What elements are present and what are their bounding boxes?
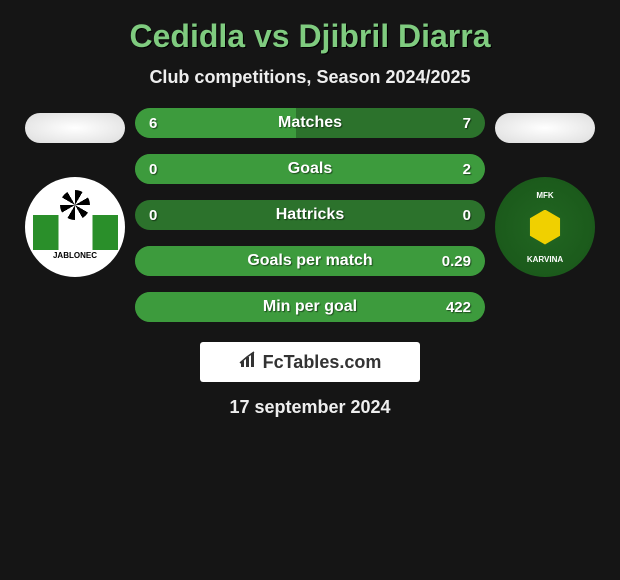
stat-bar: Goals per match0.29: [135, 246, 485, 276]
stat-right-value: 422: [446, 299, 471, 316]
stat-bar: Min per goal422: [135, 292, 485, 322]
left-column: JABLONEC: [25, 108, 125, 277]
stat-label: Matches: [135, 114, 485, 132]
chart-icon: [239, 351, 259, 374]
stat-right-value: 2: [463, 161, 471, 178]
club-logo-right: MFK KARVINA: [495, 177, 595, 277]
stats-column: 6Matches70Goals20Hattricks0Goals per mat…: [135, 108, 485, 322]
stat-label: Goals per match: [135, 252, 485, 270]
jablonec-logo-icon: JABLONEC: [33, 185, 118, 270]
stat-label: Hattricks: [135, 206, 485, 224]
page-title: Cedidla vs Djibril Diarra: [0, 18, 620, 55]
player-photo-left: [25, 113, 125, 143]
player-photo-right: [495, 113, 595, 143]
stat-label: Min per goal: [135, 298, 485, 316]
stat-bar: 0Goals2: [135, 154, 485, 184]
subtitle: Club competitions, Season 2024/2025: [0, 67, 620, 88]
infographic-container: Cedidla vs Djibril Diarra Club competiti…: [0, 0, 620, 428]
club-logo-left: JABLONEC: [25, 177, 125, 277]
date-text: 17 september 2024: [0, 397, 620, 418]
brand-logo[interactable]: FcTables.com: [200, 342, 420, 382]
stat-bar: 0Hattricks0: [135, 200, 485, 230]
karvina-logo-icon: MFK KARVINA: [503, 185, 588, 270]
stat-bar: 6Matches7: [135, 108, 485, 138]
stat-right-value: 0.29: [442, 253, 471, 270]
stat-right-value: 7: [463, 115, 471, 132]
main-content: JABLONEC 6Matches70Goals20Hattricks0Goal…: [0, 108, 620, 322]
stat-label: Goals: [135, 160, 485, 178]
stat-right-value: 0: [463, 207, 471, 224]
brand-text: FcTables.com: [263, 352, 382, 373]
right-column: MFK KARVINA: [495, 108, 595, 277]
